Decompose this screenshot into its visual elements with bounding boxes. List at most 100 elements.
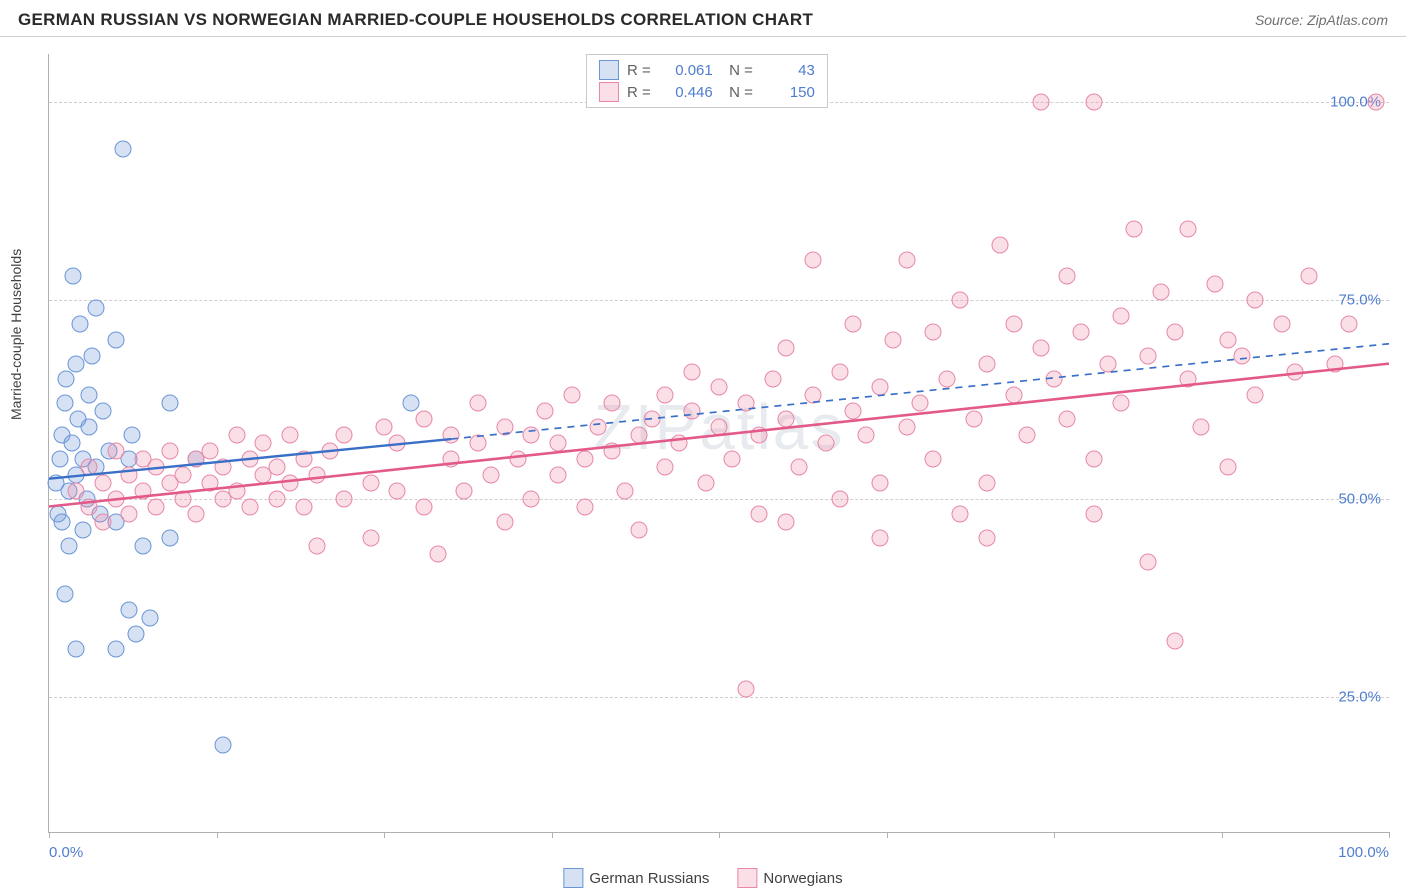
scatter-point-series-1 (1233, 347, 1250, 364)
chart-title: GERMAN RUSSIAN VS NORWEGIAN MARRIED-COUP… (18, 10, 813, 30)
scatter-point-series-1 (81, 498, 98, 515)
scatter-point-series-1 (1180, 220, 1197, 237)
scatter-point-series-0 (128, 625, 145, 642)
scatter-point-series-1 (121, 506, 138, 523)
scatter-point-series-1 (711, 419, 728, 436)
scatter-point-series-1 (1247, 387, 1264, 404)
scatter-point-series-1 (1367, 93, 1384, 110)
scatter-point-series-1 (523, 427, 540, 444)
scatter-point-series-0 (81, 387, 98, 404)
scatter-point-series-1 (201, 474, 218, 491)
scatter-point-series-1 (1139, 347, 1156, 364)
stats-row-series-0: R = 0.061 N = 43 (599, 59, 815, 81)
scatter-point-series-1 (791, 458, 808, 475)
scatter-point-series-1 (362, 474, 379, 491)
scatter-point-series-1 (1247, 292, 1264, 309)
scatter-point-series-1 (925, 323, 942, 340)
legend-item-series-1: Norwegians (737, 868, 842, 888)
scatter-point-series-0 (134, 538, 151, 555)
scatter-point-series-1 (456, 482, 473, 499)
scatter-point-series-1 (1166, 633, 1183, 650)
scatter-point-series-1 (376, 419, 393, 436)
scatter-point-series-1 (764, 371, 781, 388)
scatter-point-series-1 (871, 530, 888, 547)
stat-label-r: R = (627, 84, 651, 101)
scatter-point-series-1 (1059, 411, 1076, 428)
scatter-point-series-1 (1086, 506, 1103, 523)
scatter-point-series-1 (751, 506, 768, 523)
scatter-point-series-1 (831, 490, 848, 507)
stat-r-series-1: 0.446 (659, 84, 713, 101)
scatter-point-series-1 (81, 458, 98, 475)
scatter-point-series-1 (1340, 315, 1357, 332)
scatter-point-series-1 (201, 442, 218, 459)
scatter-point-series-1 (898, 419, 915, 436)
scatter-point-series-1 (362, 530, 379, 547)
scatter-point-series-1 (684, 363, 701, 380)
scatter-point-series-1 (912, 395, 929, 412)
scatter-point-series-1 (1086, 93, 1103, 110)
bottom-legend: German Russians Norwegians (563, 868, 842, 888)
trend-lines (49, 54, 1389, 832)
scatter-point-series-1 (108, 442, 125, 459)
legend-label-series-1: Norwegians (763, 870, 842, 887)
scatter-point-series-1 (416, 498, 433, 515)
scatter-point-series-0 (67, 641, 84, 658)
legend-label-series-0: German Russians (589, 870, 709, 887)
scatter-point-series-1 (1099, 355, 1116, 372)
x-tick (887, 832, 888, 838)
scatter-point-series-1 (228, 427, 245, 444)
scatter-point-series-1 (1193, 419, 1210, 436)
scatter-point-series-1 (228, 482, 245, 499)
scatter-point-series-1 (1086, 450, 1103, 467)
scatter-point-series-1 (1139, 554, 1156, 571)
scatter-point-series-1 (1113, 307, 1130, 324)
scatter-point-series-1 (898, 252, 915, 269)
scatter-point-series-1 (188, 506, 205, 523)
scatter-point-series-1 (724, 450, 741, 467)
scatter-point-series-1 (938, 371, 955, 388)
scatter-point-series-1 (1072, 323, 1089, 340)
stat-n-series-1: 150 (761, 84, 815, 101)
scatter-point-series-1 (1059, 268, 1076, 285)
scatter-point-series-1 (617, 482, 634, 499)
scatter-point-series-1 (1166, 323, 1183, 340)
scatter-point-series-1 (295, 498, 312, 515)
scatter-point-series-0 (67, 355, 84, 372)
x-tick (1222, 832, 1223, 838)
chart-area: Married-couple Households ZIPatlas R = 0… (0, 40, 1406, 892)
legend-item-series-0: German Russians (563, 868, 709, 888)
x-tick-label: 0.0% (49, 844, 83, 861)
swatch-series-0 (599, 60, 619, 80)
gridline (49, 300, 1389, 301)
scatter-point-series-1 (804, 387, 821, 404)
scatter-point-series-1 (1032, 93, 1049, 110)
stat-r-series-0: 0.061 (659, 62, 713, 79)
stat-label-n: N = (721, 62, 753, 79)
scatter-point-series-1 (134, 482, 151, 499)
scatter-point-series-1 (1126, 220, 1143, 237)
chart-source: Source: ZipAtlas.com (1255, 12, 1388, 28)
scatter-point-series-1 (871, 379, 888, 396)
scatter-point-series-1 (550, 435, 567, 452)
scatter-point-series-0 (87, 300, 104, 317)
scatter-point-series-1 (577, 498, 594, 515)
scatter-point-series-1 (1046, 371, 1063, 388)
scatter-point-series-1 (108, 490, 125, 507)
scatter-point-series-1 (1032, 339, 1049, 356)
scatter-point-series-1 (389, 482, 406, 499)
stat-n-series-0: 43 (761, 62, 815, 79)
scatter-point-series-1 (657, 387, 674, 404)
scatter-point-series-1 (1005, 387, 1022, 404)
scatter-point-series-1 (242, 450, 259, 467)
scatter-point-series-1 (979, 530, 996, 547)
scatter-point-series-1 (335, 427, 352, 444)
scatter-point-series-1 (925, 450, 942, 467)
scatter-point-series-1 (577, 450, 594, 467)
scatter-point-series-1 (871, 474, 888, 491)
scatter-point-series-1 (670, 435, 687, 452)
scatter-point-series-0 (94, 403, 111, 420)
x-tick (384, 832, 385, 838)
scatter-point-series-1 (1300, 268, 1317, 285)
scatter-point-series-1 (416, 411, 433, 428)
